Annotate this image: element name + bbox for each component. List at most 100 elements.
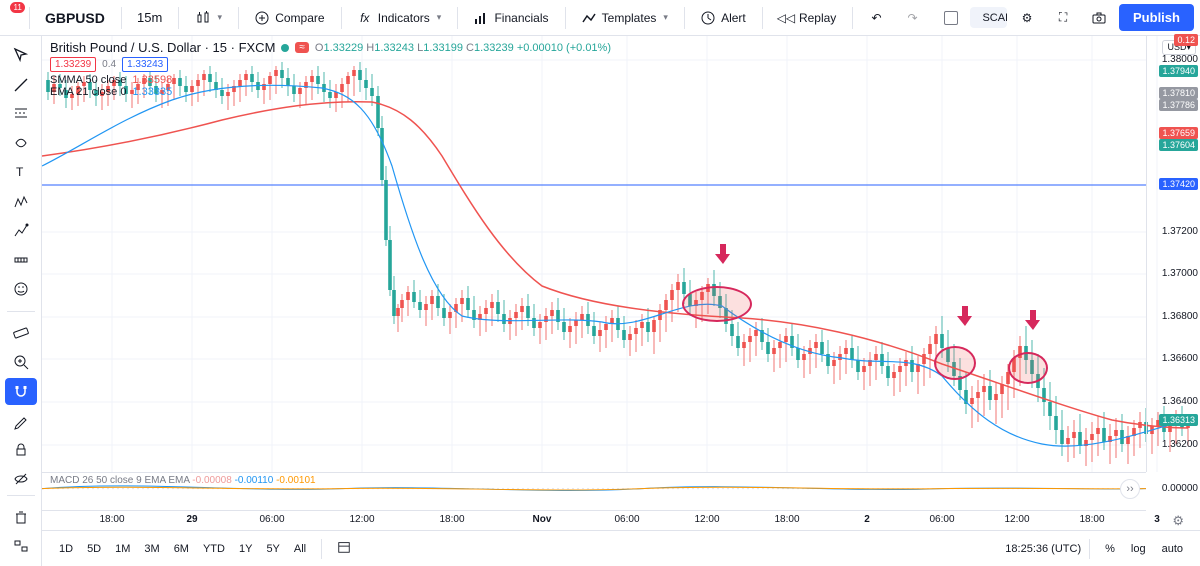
smma-legend: SMMA 50 close 1.33598 <box>50 74 611 86</box>
ruler-tool[interactable] <box>5 320 37 347</box>
replay-button[interactable]: ◁◁ Replay <box>770 6 844 30</box>
range-6m[interactable]: 6M <box>167 539 196 559</box>
cursor-tool[interactable] <box>5 42 37 69</box>
bottom-toolbar: 1D5D1M3M6MYTD1Y5YAll 18:25:36 (UTC) % lo… <box>42 530 1200 566</box>
chart-area[interactable]: British Pound / U.S. Dollar · 15 · FXCM … <box>42 36 1200 530</box>
arrow-down-annotation[interactable] <box>956 304 974 326</box>
settings-button[interactable]: ⚙ <box>1011 6 1043 30</box>
price-tag: 1.37604 <box>1159 139 1198 151</box>
undo-button[interactable]: ↶ <box>860 6 892 30</box>
time-tick: 12:00 <box>349 514 374 525</box>
price-tag: 1.37940 <box>1159 65 1198 77</box>
lock-tool[interactable] <box>5 436 37 463</box>
compare-button[interactable]: Compare <box>246 6 332 30</box>
range-5y[interactable]: 5Y <box>259 539 286 559</box>
ask-box[interactable]: 1.33243 <box>122 57 168 72</box>
time-tick: 18:00 <box>774 514 799 525</box>
publish-button[interactable]: Publish <box>1119 4 1194 31</box>
price-tick: 1.37000 <box>1162 268 1198 279</box>
interval-button[interactable]: 15m <box>129 6 170 29</box>
hide-tool[interactable] <box>5 466 37 493</box>
price-tag: 1.37659 <box>1159 127 1198 139</box>
goto-date-button[interactable] <box>330 536 358 561</box>
range-5d[interactable]: 5D <box>80 539 108 559</box>
fib-tool[interactable] <box>5 100 37 127</box>
price-tag: 1.37420 <box>1159 178 1198 190</box>
chart-canvas[interactable] <box>42 36 1200 530</box>
price-tag: 1.37810 <box>1159 87 1198 99</box>
menu-badge: 11 <box>10 2 24 13</box>
magnet-tool[interactable] <box>5 378 37 405</box>
templates-button[interactable]: Templates▾ <box>573 6 676 30</box>
axis-settings-button[interactable]: ⚙ <box>1172 513 1184 529</box>
spread: 0.4 <box>102 59 116 70</box>
plus-circle-icon <box>254 10 270 26</box>
fx-icon: fx <box>357 10 373 26</box>
ellipse-annotation[interactable] <box>934 346 976 380</box>
time-tick: 06:00 <box>259 514 284 525</box>
time-tick: 3 <box>1154 514 1160 525</box>
auto-button[interactable]: auto <box>1155 539 1190 559</box>
emoji-tool[interactable] <box>5 276 37 303</box>
forecast-tool[interactable] <box>5 217 37 244</box>
price-tag: 1.37786 <box>1159 99 1198 111</box>
time-tick: Nov <box>533 514 552 525</box>
text-tool[interactable]: T <box>5 159 37 186</box>
drawing-mode-tool[interactable] <box>5 407 37 434</box>
log-button[interactable]: log <box>1124 539 1153 559</box>
price-tag-red-top: 0.12 <box>1174 34 1198 46</box>
time-tick: 2 <box>864 514 870 525</box>
arrow-down-annotation[interactable] <box>714 242 732 264</box>
price-axis[interactable]: USD▾ 0.12 1.380001.372001.370001.368001.… <box>1146 36 1200 472</box>
realtime-badge: ≈ <box>295 42 309 53</box>
undo-icon: ↶ <box>868 10 884 26</box>
redo-button[interactable]: ↷ <box>896 6 928 30</box>
snapshot-button[interactable] <box>1083 6 1115 30</box>
menu-button[interactable]: 11 <box>6 4 21 32</box>
macd-pane[interactable]: MACD 26 50 close 9 EMA EMA -0.00008 -0.0… <box>42 472 1146 510</box>
goto-realtime-button[interactable]: ›› <box>1120 479 1140 499</box>
range-all[interactable]: All <box>287 539 313 559</box>
replay-icon: ◁◁ <box>778 10 794 26</box>
brush-tool[interactable] <box>5 130 37 157</box>
range-ytd[interactable]: YTD <box>196 539 232 559</box>
financials-button[interactable]: Financials <box>465 6 556 30</box>
time-tick: 12:00 <box>1004 514 1029 525</box>
svg-text:T: T <box>16 165 24 179</box>
top-toolbar: 11 GBPUSD 15m ▾ Compare fx Indicators▾ F… <box>0 0 1200 36</box>
ellipse-annotation[interactable] <box>682 286 752 322</box>
chart-legend: British Pound / U.S. Dollar · 15 · FXCM … <box>50 40 611 98</box>
alert-button[interactable]: Alert <box>692 6 754 30</box>
pattern-tool[interactable] <box>5 188 37 215</box>
indicators-button[interactable]: fx Indicators▾ <box>349 6 450 30</box>
ema-legend: EMA 21 close 0 1.33335 <box>50 86 611 98</box>
range-3m[interactable]: 3M <box>137 539 166 559</box>
measure-tool[interactable] <box>5 246 37 273</box>
bid-box[interactable]: 1.33239 <box>50 57 96 72</box>
time-axis[interactable]: 18:002906:0012:0018:00Nov06:0012:0018:00… <box>42 510 1146 530</box>
ellipse-annotation[interactable] <box>1008 352 1048 384</box>
layout-name-button[interactable]: SCALPING 3MA...▾ <box>970 7 1007 28</box>
range-1m[interactable]: 1M <box>108 539 137 559</box>
time-tick: 06:00 <box>614 514 639 525</box>
time-tick: 18:00 <box>439 514 464 525</box>
price-tick: 1.36200 <box>1162 439 1198 450</box>
trendline-tool[interactable] <box>5 71 37 98</box>
templates-icon <box>581 10 597 26</box>
multi-layout-button[interactable] <box>936 7 966 29</box>
range-1d[interactable]: 1D <box>52 539 80 559</box>
fullscreen-button[interactable]: ⛶ <box>1047 6 1079 30</box>
price-tick: 1.36600 <box>1162 353 1198 364</box>
percent-button[interactable]: % <box>1098 539 1122 559</box>
alert-icon <box>700 10 716 26</box>
show-objects-tool[interactable] <box>5 533 37 560</box>
price-tick: 1.36400 <box>1162 396 1198 407</box>
gear-icon: ⚙ <box>1019 10 1035 26</box>
remove-tool[interactable] <box>5 504 37 531</box>
arrow-down-annotation[interactable] <box>1024 308 1042 330</box>
clock[interactable]: 18:25:36 (UTC) <box>1005 543 1081 555</box>
chart-style-button[interactable]: ▾ <box>187 6 231 30</box>
symbol-button[interactable]: GBPUSD <box>37 6 113 30</box>
range-1y[interactable]: 1Y <box>232 539 259 559</box>
zoom-tool[interactable] <box>5 349 37 376</box>
